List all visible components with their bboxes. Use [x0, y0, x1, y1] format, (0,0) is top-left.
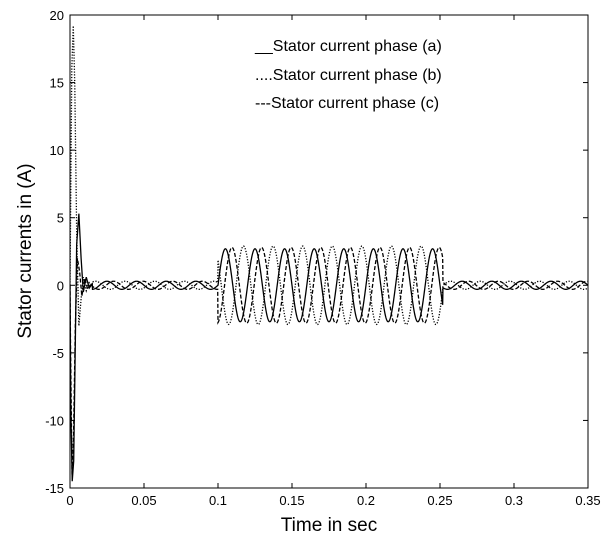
- legend-entry-a: __Stator current phase (a): [254, 38, 442, 55]
- x-tick-label: 0.25: [427, 493, 452, 508]
- series-layer: [70, 25, 588, 482]
- x-axis-label: Time in sec: [281, 515, 377, 536]
- legend: __Stator current phase (a) ....Stator cu…: [254, 38, 442, 112]
- y-tick-label: 0: [57, 278, 64, 293]
- x-tick-label: 0.15: [279, 493, 304, 508]
- x-tick-label: 0.3: [505, 493, 523, 508]
- x-tick-labels: 0 0.05 0.1 0.15 0.2 0.25 0.3 0.35: [66, 493, 600, 508]
- y-tick-label: 15: [50, 76, 64, 91]
- y-tick-label: 5: [57, 211, 64, 226]
- series-line-phase-c: [70, 246, 588, 475]
- legend-entry-c: ---Stator current phase (c): [255, 95, 439, 112]
- x-tick-label: 0.35: [575, 493, 600, 508]
- x-tick-label: 0: [66, 493, 73, 508]
- x-tick-label: 0.2: [357, 493, 375, 508]
- y-tick-label: -5: [52, 346, 64, 361]
- axis-ticks: [69, 14, 589, 489]
- legend-entry-b: ....Stator current phase (b): [255, 67, 442, 84]
- x-tick-label: 0.1: [209, 493, 227, 508]
- y-tick-label: -15: [45, 481, 64, 496]
- series-line-phase-a: [70, 213, 588, 482]
- x-tick-label: 0.05: [131, 493, 156, 508]
- y-axis-label: Stator currents in (A): [15, 163, 36, 338]
- y-tick-label: 10: [50, 143, 64, 158]
- y-tick-labels: 20 15 10 5 0 -5 -10 -15: [45, 8, 64, 496]
- y-tick-label: 20: [50, 8, 64, 23]
- plot-frame: [69, 14, 589, 489]
- y-tick-label: -10: [45, 413, 64, 428]
